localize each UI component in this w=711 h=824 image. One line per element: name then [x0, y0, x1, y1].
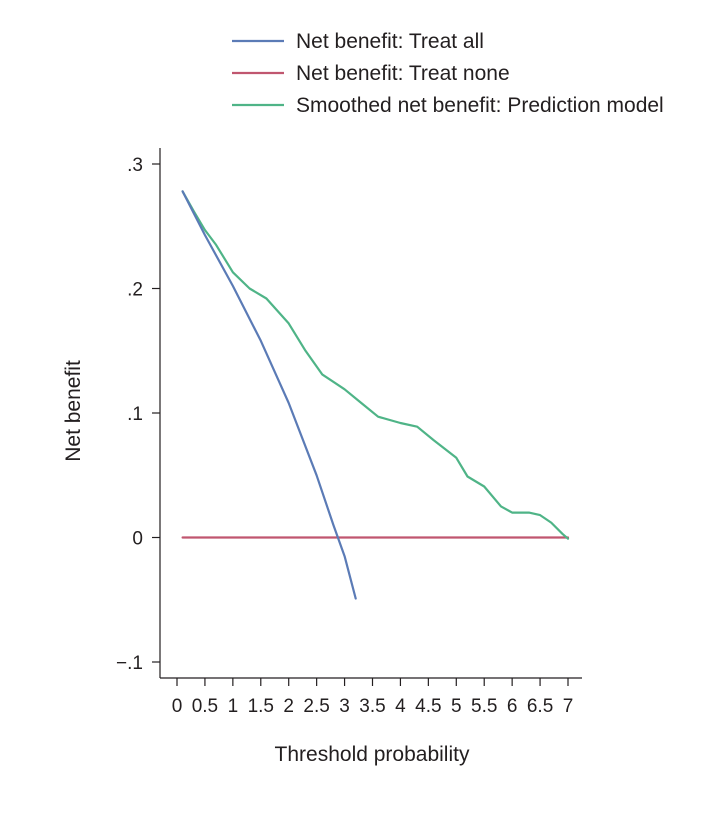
x-tick-label: 1 [228, 696, 239, 717]
x-axis-title: Threshold probability [275, 743, 470, 766]
y-tick-label: −.1 [116, 653, 143, 674]
x-tick-label: 2.5 [303, 696, 329, 717]
x-tick-label: 0 [172, 696, 183, 717]
x-tick-label: 4.5 [415, 696, 441, 717]
x-tick-label: 2 [283, 696, 294, 717]
legend-item-treat-all: Net benefit: Treat all [232, 30, 484, 53]
legend-label-treat-all: Net benefit: Treat all [296, 30, 484, 53]
plot-area [181, 190, 570, 600]
x-tick-label: 3.5 [359, 696, 385, 717]
series-line-prediction-model [181, 190, 570, 540]
x-tick-label: 6 [507, 696, 518, 717]
y-ticks: −.1 0 .1 .2 .3 [116, 155, 160, 674]
x-tick-label: 0.5 [192, 696, 218, 717]
axes: −.1 0 .1 .2 .3 0 0.5 1 1.5 2 2.5 3 3.5 4 4.5 5 5.5 6 6.5 7 [116, 148, 582, 717]
x-tick-label: 5.5 [471, 696, 497, 717]
x-ticks: 0 0.5 1 1.5 2 2.5 3 3.5 4 4.5 5 5.5 6 6.5 7 [172, 678, 574, 717]
x-tick-label: 1.5 [248, 696, 274, 717]
y-tick-label: .3 [127, 155, 143, 176]
x-tick-label: 6.5 [527, 696, 553, 717]
legend-item-treat-none: Net benefit: Treat none [232, 62, 510, 85]
legend: Net benefit: Treat all Net benefit: Trea… [232, 30, 664, 117]
x-tick-label: 5 [451, 696, 462, 717]
x-tick-label: 4 [395, 696, 406, 717]
legend-label-prediction-model: Smoothed net benefit: Prediction model [296, 94, 664, 117]
x-tick-label: 7 [563, 696, 574, 717]
series-line-treat-all [181, 190, 357, 600]
legend-label-treat-none: Net benefit: Treat none [296, 62, 510, 85]
y-tick-label: 0 [132, 529, 143, 550]
legend-item-prediction-model: Smoothed net benefit: Prediction model [232, 94, 664, 117]
y-tick-label: .1 [127, 404, 143, 425]
x-tick-label: 3 [339, 696, 350, 717]
y-tick-label: .2 [127, 280, 143, 301]
y-axis-title: Net benefit [62, 360, 85, 462]
